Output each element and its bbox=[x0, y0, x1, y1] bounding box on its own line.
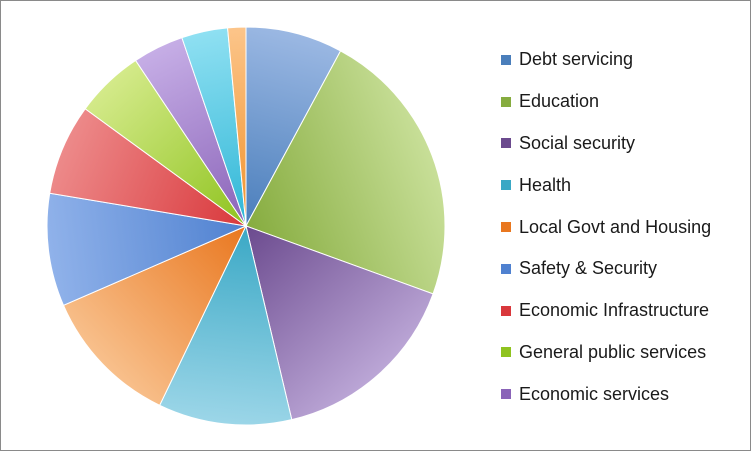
legend-label: Health bbox=[519, 174, 572, 195]
legend-swatch bbox=[501, 389, 511, 400]
legend-swatch bbox=[501, 96, 511, 107]
legend-swatch bbox=[501, 54, 511, 65]
legend-swatch bbox=[501, 305, 511, 316]
pie-slice-local-govt-and-housing bbox=[62, 225, 248, 406]
legend-item-safety-security: Safety & Security bbox=[501, 248, 746, 290]
legend-swatch bbox=[501, 222, 511, 233]
legend-item-local-govt-housing: Local Govt and Housing bbox=[501, 206, 746, 248]
legend: Debt servicing Education Social security… bbox=[501, 39, 746, 415]
legend-label: Education bbox=[519, 91, 600, 112]
legend-swatch bbox=[501, 347, 511, 358]
legend-label: Safety & Security bbox=[519, 258, 658, 279]
pie-slice-education bbox=[245, 50, 446, 295]
legend-item-debt-servicing: Debt servicing bbox=[501, 39, 746, 81]
legend-item-social-security: Social security bbox=[501, 123, 746, 165]
pie-slice-safety-security bbox=[46, 192, 248, 307]
pie-slice-debt-servicing bbox=[245, 26, 342, 227]
legend-label: General public services bbox=[519, 341, 707, 362]
legend-swatch bbox=[501, 180, 511, 191]
legend-label: Debt servicing bbox=[519, 49, 634, 70]
legend-swatch bbox=[501, 138, 511, 149]
pie-slice-social-security bbox=[245, 225, 434, 421]
legend-item-economic-services: Economic services bbox=[501, 373, 746, 415]
legend-item-general-public-services: General public services bbox=[501, 332, 746, 374]
legend-item-health: Health bbox=[501, 164, 746, 206]
legend-label: Economic services bbox=[519, 383, 670, 404]
legend-item-economic-infrastructure: Economic Infrastructure bbox=[501, 290, 746, 332]
legend-label: Local Govt and Housing bbox=[519, 216, 712, 237]
legend-swatch bbox=[501, 263, 511, 274]
pie-slices bbox=[46, 26, 446, 426]
legend-label: Economic Infrastructure bbox=[519, 300, 710, 321]
legend-item-education: Education bbox=[501, 81, 746, 123]
pie-slice-health bbox=[158, 224, 293, 426]
legend-label: Social security bbox=[519, 132, 636, 153]
pie-slice-slice-11 bbox=[227, 26, 247, 227]
